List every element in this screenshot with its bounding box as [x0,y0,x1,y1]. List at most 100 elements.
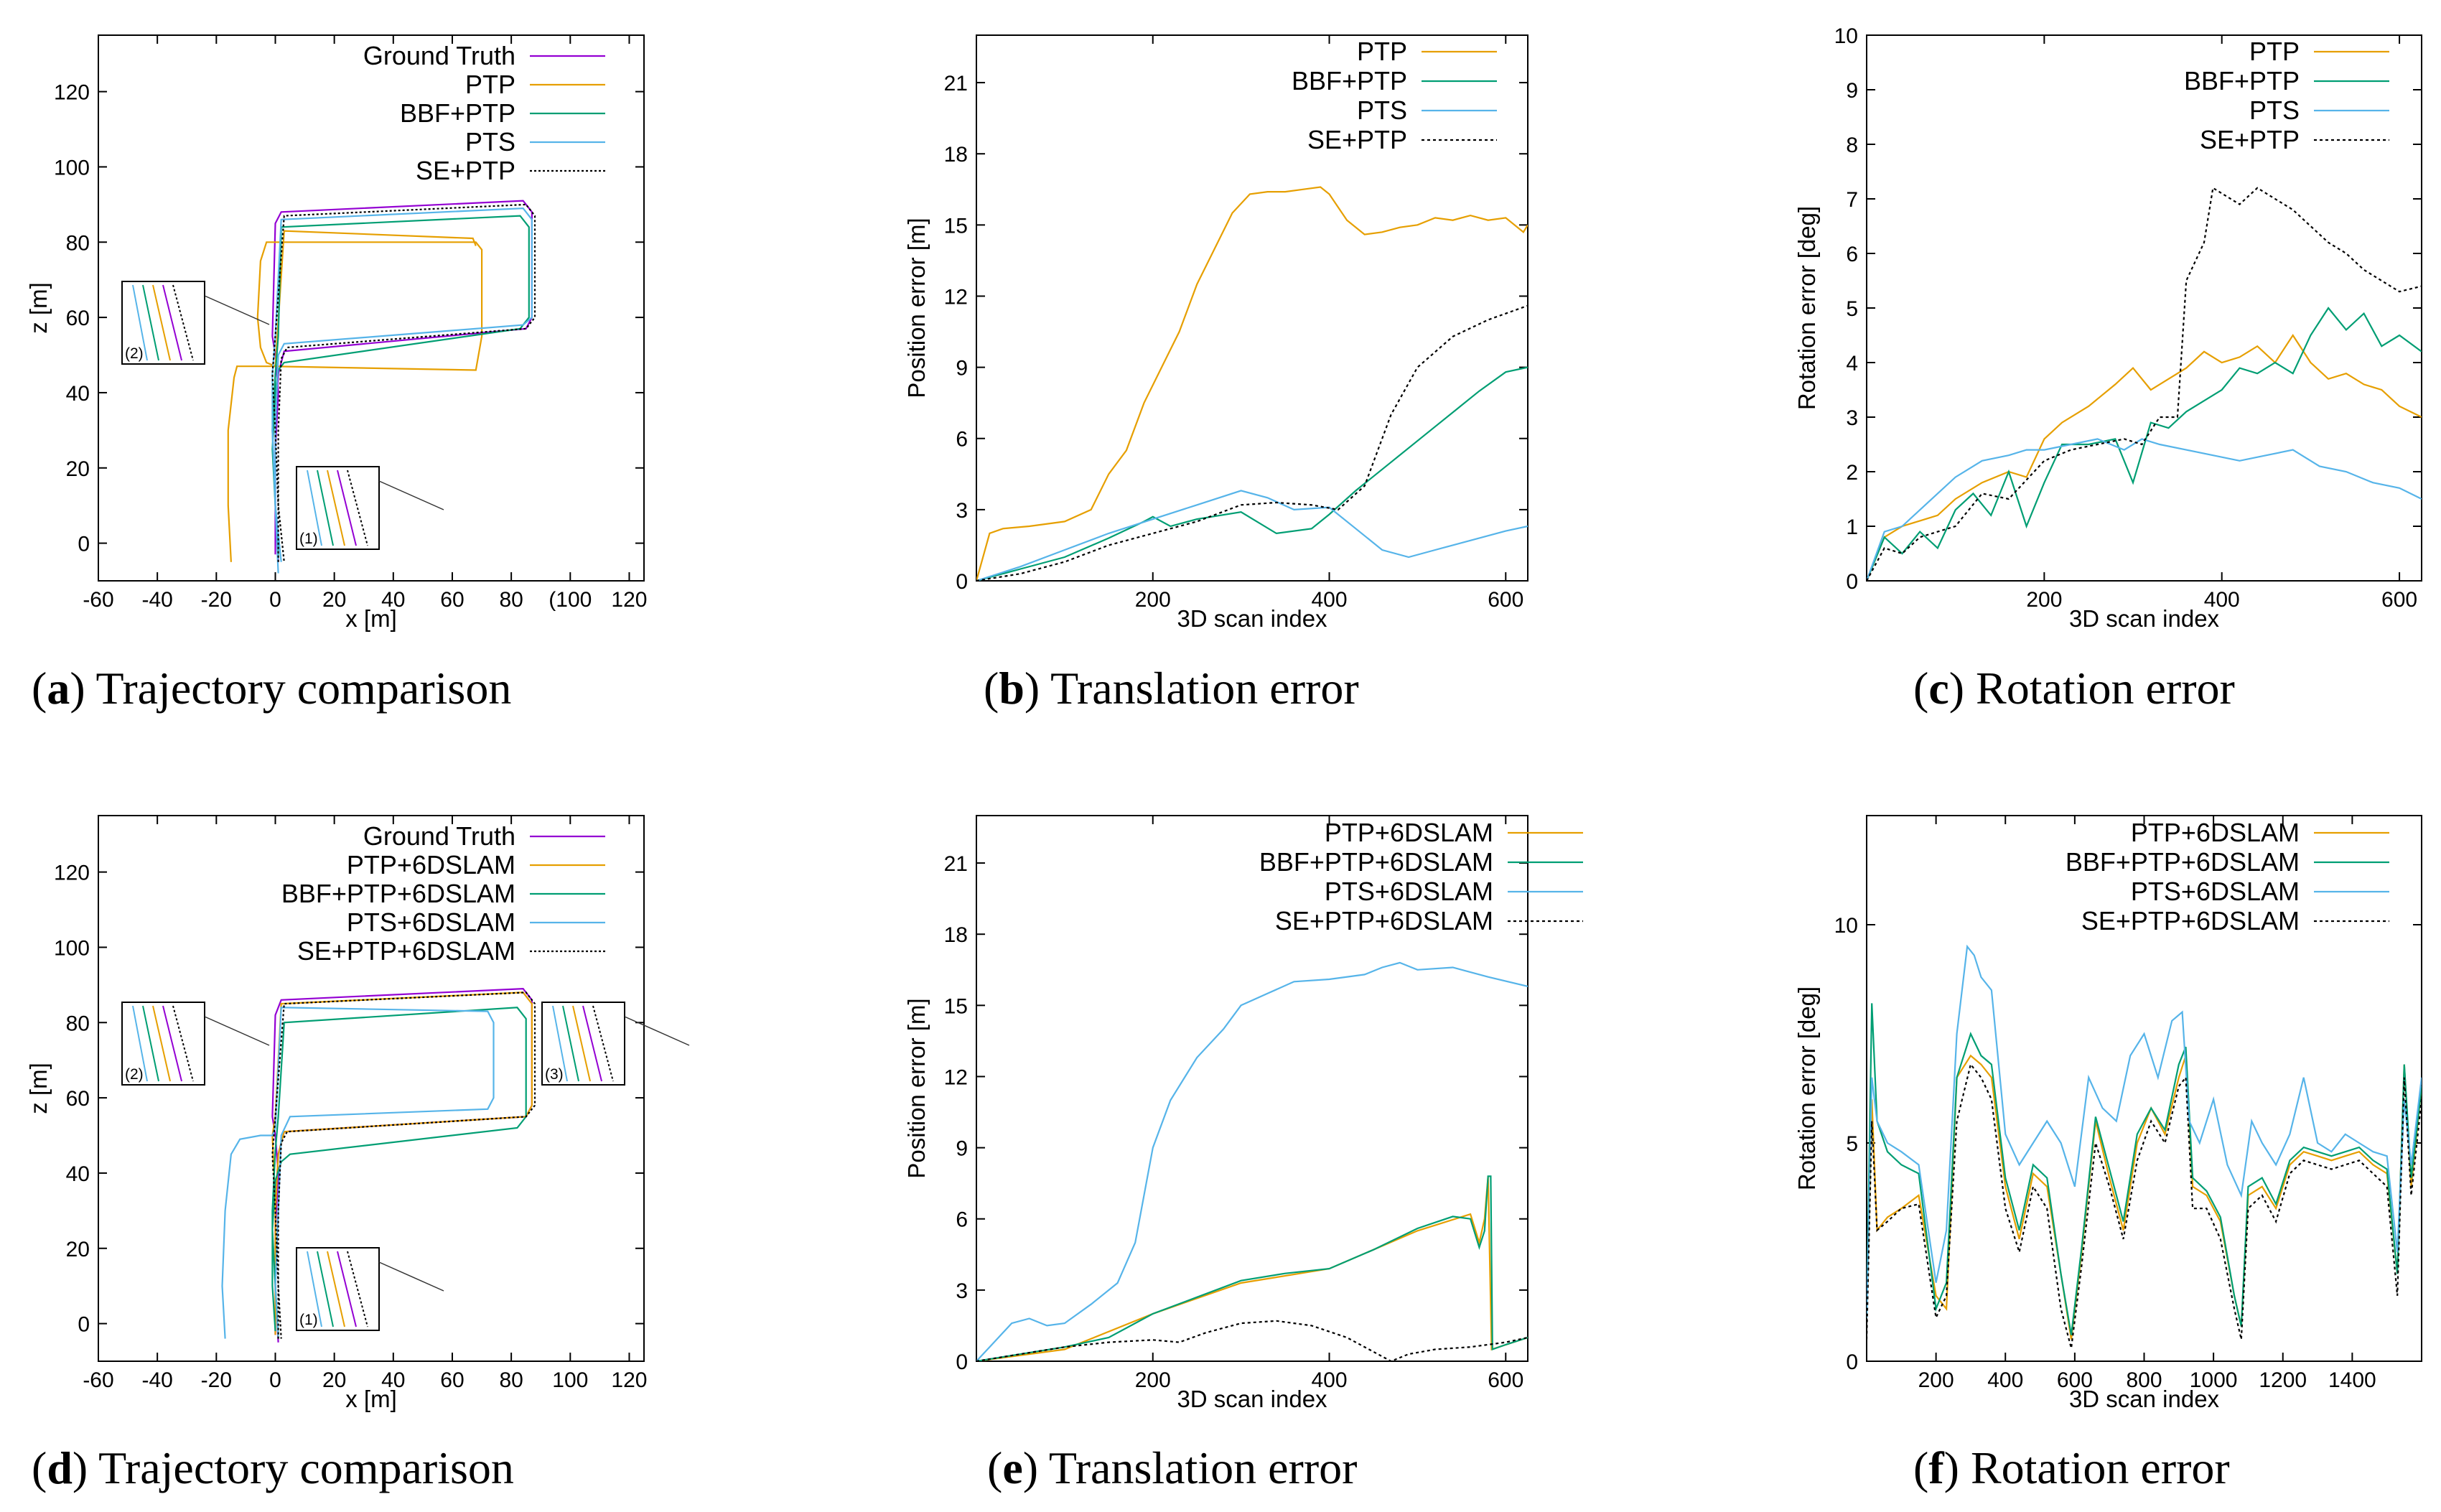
inset-trace [142,1005,159,1082]
y-tick-label: 10 [1834,24,1858,48]
inset-trace [142,284,159,361]
series-line-bbf-ptp-6dslam [1867,1003,2422,1335]
inset-trace [327,470,345,546]
x-tick-label: 120 [611,1368,647,1392]
inset-trace [562,1005,579,1082]
y-tick-label: 0 [1846,570,1858,594]
legend-label: PTP [465,70,515,99]
inset-trace [307,470,322,546]
y-tick-label: 12 [944,1065,968,1089]
y-tick-label: 120 [54,862,90,885]
inset-trace [132,1005,148,1082]
zoom-inset: (3) [541,1002,690,1086]
y-tick-label: 18 [944,923,968,947]
inset-trace [327,1251,345,1327]
series-line-bbf-ptp-6dslam [976,1175,1528,1361]
y-axis-label: Position error [m] [903,218,930,398]
x-tick-label: 1400 [2328,1368,2376,1392]
subfigure-caption: (e) Translation error [987,1442,1357,1493]
x-tick-label: 400 [1311,588,1347,612]
x-tick-label: 120 [611,588,647,612]
x-tick-label: 20 [322,1368,346,1392]
y-axis-label: Rotation error [deg] [1793,206,1820,410]
inset-label: (2) [125,345,144,362]
y-tick-label: 0 [956,570,968,594]
x-tick-label: 60 [440,1368,464,1392]
series-line-pts [271,207,533,574]
inset-trace [132,284,148,361]
series-line-se-ptp [976,304,1528,581]
x-tick-label: 400 [1987,1368,2023,1392]
inset-trace [582,1005,602,1082]
legend-label: SE+PTP [416,156,515,185]
zoom-inset: (1) [296,1247,444,1331]
x-tick-label: 200 [1135,588,1171,612]
inset-trace [317,1251,334,1327]
legend-label: PTP [1357,37,1407,66]
y-tick-label: 20 [66,1238,90,1261]
legend-label: PTP+6DSLAM [2131,818,2300,847]
series-line-bbf-ptp [1867,307,2422,581]
inset-trace [172,1005,194,1082]
legend-label: BBF+PTP+6DSLAM [2066,847,2300,877]
x-tick-label: 200 [1918,1368,1954,1392]
y-tick-label: 40 [66,382,90,406]
inset-frame [121,281,205,365]
y-tick-label: 12 [944,285,968,309]
inset-pointer [204,1016,270,1046]
legend-label: PTP+6DSLAM [1325,818,1493,847]
x-tick-label: 40 [381,1368,405,1392]
x-tick-label: 600 [1488,588,1523,612]
zoom-inset: (2) [121,1002,270,1086]
y-tick-label: 80 [66,1012,90,1035]
chart-e: 200 400 600 0 3 6 9 12 15 18 21 3D scan index Positi… [903,815,1583,1493]
y-tick-label: 5 [1846,297,1858,321]
y-tick-label: 20 [66,457,90,481]
legend-label: SE+PTP [2200,125,2300,154]
series-line-ptp [1867,333,2422,581]
x-tick-label: 40 [381,588,405,612]
inset-pointer [624,1016,690,1046]
series-line-bbf-ptp [976,366,1528,581]
y-tick-label: 40 [66,1162,90,1186]
plot-frame [976,34,1528,582]
y-tick-label: 0 [78,1313,90,1337]
y-tick-label: 8 [1846,134,1858,157]
inset-label: (2) [125,1066,144,1083]
chart-a: -60 -40 -20 0 20 40 60 80 (100 120 0 20 40 60 80 100 120… [25,34,647,714]
legend-label: PTP+6DSLAM [347,850,515,879]
y-axis-label: z [m] [25,282,52,334]
inset-pointer [378,1261,444,1292]
legend-label: SE+PTP+6DSLAM [2081,906,2300,935]
y-tick-label: 100 [54,156,90,179]
y-tick-label: 21 [944,72,968,95]
y-tick-label: 0 [956,1350,968,1374]
inset-trace [552,1005,568,1082]
x-tick-label: -20 [201,588,232,612]
x-tick-label: 0 [269,1368,281,1392]
y-tick-label: 18 [944,143,968,167]
y-tick-label: 9 [1846,79,1858,103]
chart-f: 200 400 600 800 1000 1200 1400 0 5 10 3D scan inde… [1793,815,2422,1493]
x-tick-label: -60 [83,588,113,612]
x-tick-label: -40 [141,588,172,612]
y-tick-label: 15 [944,214,968,238]
inset-trace [162,1005,182,1082]
plot-frame [976,815,1528,1362]
inset-trace [347,1251,368,1327]
y-tick-label: 2 [1846,461,1858,485]
y-tick-label: 3 [956,499,968,523]
y-tick-label: 60 [66,307,90,330]
series-line-pts-6dslam [976,961,1528,1361]
x-tick-label: 1200 [2259,1368,2307,1392]
series-line-pts-6dslam [1867,944,2422,1318]
y-axis-label: Rotation error [deg] [1793,986,1820,1190]
y-tick-label: 9 [956,1137,968,1161]
y-tick-label: 15 [944,994,968,1018]
x-tick-label: 80 [499,588,523,612]
series-line-ptp-6dslam [976,1176,1528,1361]
legend-label: PTS [1357,95,1407,125]
y-tick-label: 80 [66,231,90,255]
inset-label: (1) [299,531,318,547]
